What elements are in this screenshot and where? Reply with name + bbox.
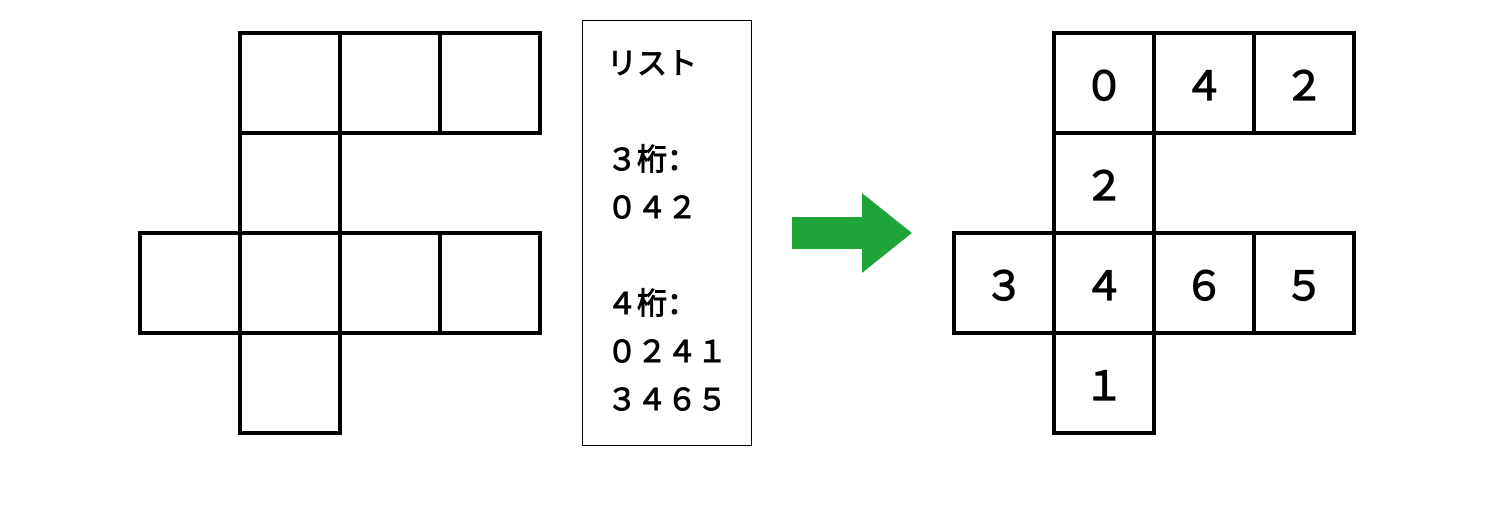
grid-cell-empty xyxy=(438,31,542,135)
grid-cell-value: ３ xyxy=(984,254,1024,312)
grid-cell-empty xyxy=(238,131,342,235)
arrow-icon xyxy=(792,193,912,273)
grid-cell-filled: ６ xyxy=(1152,231,1256,335)
grid-cell-filled: ２ xyxy=(1252,31,1356,135)
grid-cell-value: ５ xyxy=(1284,254,1324,312)
grid-cell-empty xyxy=(238,31,342,135)
grid-cell-filled: ３ xyxy=(952,231,1056,335)
grid-cell-empty xyxy=(338,31,442,135)
grid-cell-value: ４ xyxy=(1184,54,1224,112)
grid-cell-filled: ４ xyxy=(1052,231,1156,335)
grid-cell-filled: １ xyxy=(1052,331,1156,435)
grid-cell-empty xyxy=(238,231,342,335)
clue-list-box: リスト ３桁： ０４２ ４桁： ０２４１ ３４６５ xyxy=(582,20,752,446)
grid-cell-empty xyxy=(338,231,442,335)
grid-cell-filled: ５ xyxy=(1252,231,1356,335)
grid-cell-filled: ０ xyxy=(1052,31,1156,135)
grid-cell-empty xyxy=(138,231,242,335)
grid-cell-value: ４ xyxy=(1084,254,1124,312)
grid-cell-value: ２ xyxy=(1284,54,1324,112)
grid-cell-filled: ２ xyxy=(1052,131,1156,235)
grid-cell-empty xyxy=(238,331,342,435)
grid-cell-value: １ xyxy=(1084,354,1124,412)
puzzle-grid-filled: ０ ４ ２ ２ ３ ４ ６ ５ １ xyxy=(952,31,1356,435)
grid-cell-value: ０ xyxy=(1084,54,1124,112)
puzzle-grid-empty xyxy=(138,31,542,435)
grid-cell-value: ２ xyxy=(1084,154,1124,212)
grid-cell-filled: ４ xyxy=(1152,31,1256,135)
grid-cell-value: ６ xyxy=(1184,254,1224,312)
grid-cell-empty xyxy=(438,231,542,335)
diagram-container: リスト ３桁： ０４２ ４桁： ０２４１ ３４６５ ０ ４ ２ ２ ３ ４ ６ ５ １ xyxy=(20,20,1474,446)
